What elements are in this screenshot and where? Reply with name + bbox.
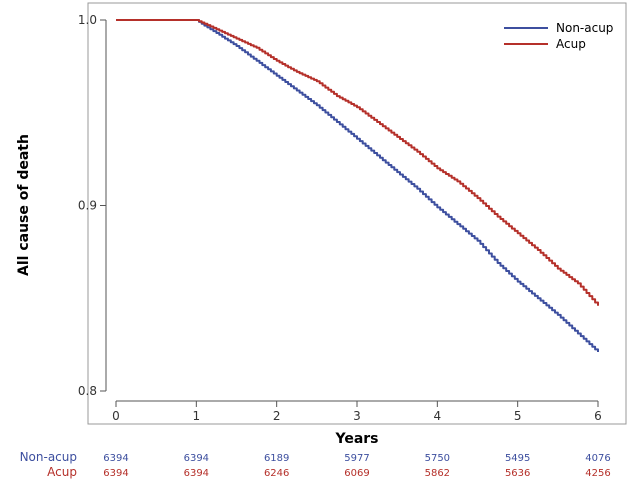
x-tick-label: 6 [594,409,602,423]
x-tick-label: 5 [514,409,522,423]
risk-value: 5495 [505,453,530,464]
risk-value: 4076 [585,453,610,464]
risk-value: 6189 [264,453,289,464]
risk-value: 6394 [184,468,209,479]
risk-table: Non-acup Acup 6394 6394 6189 5977 5750 5495 40… [20,450,611,479]
risk-row-label-acup: Acup [47,465,77,479]
series-layer [116,19,599,352]
risk-value: 6394 [103,468,128,479]
y-axis-label: All cause of death [16,134,32,276]
x-tick-label: 3 [353,409,361,423]
y-ticks: 0.8 0.9 1.0 [78,13,106,398]
y-tick-label: 0.9 [78,199,97,213]
y-tick-label: 1.0 [78,13,97,27]
risk-value: 6069 [344,468,369,479]
risk-value: 5750 [425,453,450,464]
x-tick-label: 4 [434,409,442,423]
risk-row-label-non-acup: Non-acup [20,450,77,464]
risk-value: 4256 [585,468,610,479]
x-tick-label: 2 [273,409,281,423]
x-ticks: 0 1 2 3 4 5 6 [112,401,602,423]
legend-label-non-acup: Non-acup [556,21,613,35]
x-tick-label: 0 [112,409,120,423]
risk-value: 5977 [344,453,369,464]
risk-value: 5862 [425,468,450,479]
series-line-acup [116,19,599,306]
x-tick-label: 1 [193,409,201,423]
legend: Non-acup Acup [504,21,613,51]
legend-label-acup: Acup [556,37,586,51]
x-axis-label: Years [334,431,378,447]
risk-value: 6246 [264,468,289,479]
risk-value: 6394 [184,453,209,464]
series-line-non-acup [116,19,599,352]
risk-value: 6394 [103,453,128,464]
y-tick-label: 0.8 [78,384,97,398]
risk-value: 5636 [505,468,530,479]
plot-frame [87,2,627,425]
